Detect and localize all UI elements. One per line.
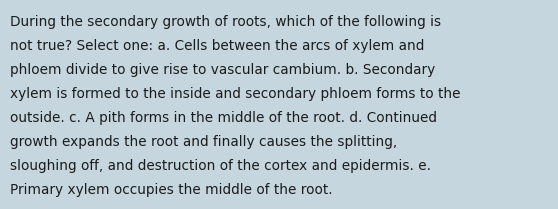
Text: growth expands the root and finally causes the splitting,: growth expands the root and finally caus… — [10, 135, 397, 149]
Text: phloem divide to give rise to vascular cambium. b. Secondary: phloem divide to give rise to vascular c… — [10, 63, 435, 77]
Text: sloughing off, and destruction of the cortex and epidermis. e.: sloughing off, and destruction of the co… — [10, 159, 431, 173]
Text: xylem is formed to the inside and secondary phloem forms to the: xylem is formed to the inside and second… — [10, 87, 460, 101]
Text: Primary xylem occupies the middle of the root.: Primary xylem occupies the middle of the… — [10, 183, 333, 197]
Text: not true? Select one: a. Cells between the arcs of xylem and: not true? Select one: a. Cells between t… — [10, 39, 425, 53]
Text: outside. c. A pith forms in the middle of the root. d. Continued: outside. c. A pith forms in the middle o… — [10, 111, 437, 125]
Text: During the secondary growth of roots, which of the following is: During the secondary growth of roots, wh… — [10, 15, 441, 29]
